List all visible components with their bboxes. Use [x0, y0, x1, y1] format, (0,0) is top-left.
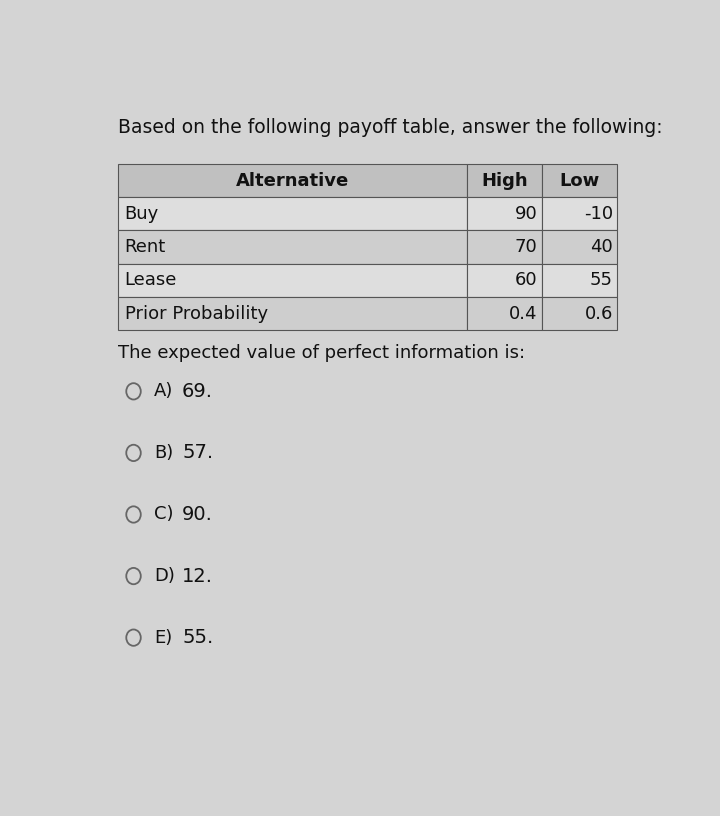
- Bar: [467, 297, 542, 330]
- Text: 90.: 90.: [182, 505, 213, 524]
- Text: 55: 55: [590, 272, 613, 290]
- Text: Rent: Rent: [125, 238, 166, 256]
- Text: Based on the following payoff table, answer the following:: Based on the following payoff table, ans…: [118, 118, 662, 137]
- Text: 90: 90: [515, 205, 538, 223]
- Text: The expected value of perfect information is:: The expected value of perfect informatio…: [118, 344, 525, 362]
- Bar: [118, 264, 467, 297]
- Text: 0.6: 0.6: [585, 304, 613, 323]
- Bar: [542, 197, 617, 230]
- Text: 0.4: 0.4: [509, 304, 538, 323]
- Text: 40: 40: [590, 238, 613, 256]
- Bar: [467, 264, 542, 297]
- Text: 12.: 12.: [182, 566, 213, 586]
- Text: -10: -10: [584, 205, 613, 223]
- Text: Alternative: Alternative: [235, 171, 349, 189]
- Bar: [467, 197, 542, 230]
- Text: Lease: Lease: [125, 272, 177, 290]
- Bar: [118, 164, 467, 197]
- Bar: [542, 264, 617, 297]
- Bar: [542, 230, 617, 264]
- Text: 69.: 69.: [182, 382, 213, 401]
- Text: 70: 70: [515, 238, 538, 256]
- Text: 60: 60: [515, 272, 538, 290]
- Text: High: High: [481, 171, 528, 189]
- Bar: [467, 230, 542, 264]
- Text: E): E): [154, 628, 172, 646]
- Text: B): B): [154, 444, 174, 462]
- Bar: [118, 230, 467, 264]
- Text: 57.: 57.: [182, 443, 213, 463]
- Text: 55.: 55.: [182, 628, 213, 647]
- Text: C): C): [154, 505, 174, 524]
- Text: A): A): [154, 383, 174, 401]
- Bar: [118, 297, 467, 330]
- Bar: [542, 164, 617, 197]
- Bar: [542, 297, 617, 330]
- Text: Prior Probability: Prior Probability: [125, 304, 268, 323]
- Text: Low: Low: [559, 171, 600, 189]
- Bar: [118, 197, 467, 230]
- Text: Buy: Buy: [125, 205, 159, 223]
- Bar: [467, 164, 542, 197]
- Text: D): D): [154, 567, 175, 585]
